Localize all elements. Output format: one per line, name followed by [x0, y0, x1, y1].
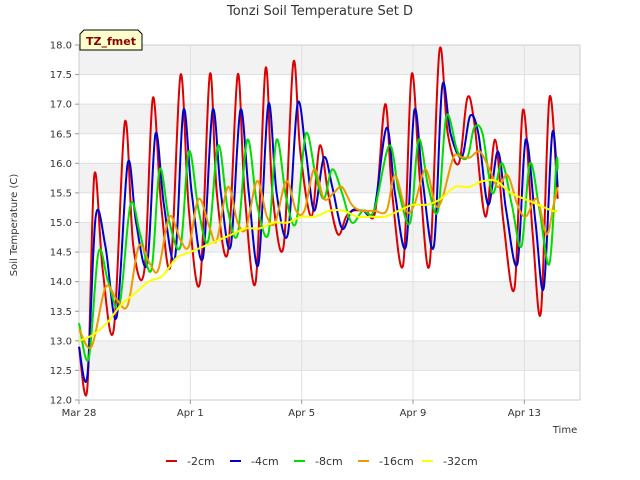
y-tick-label: 16.0: [50, 159, 72, 170]
legend-label: -2cm: [187, 455, 215, 468]
y-tick-label: 14.0: [50, 277, 72, 288]
legend-label: -16cm: [379, 455, 414, 468]
plot-band: [79, 340, 580, 371]
y-tick-label: 12.0: [50, 396, 72, 407]
site-label: TZ_fmet: [86, 35, 136, 48]
y-tick-label: 13.5: [50, 307, 72, 318]
plot-band: [79, 281, 580, 312]
plot-band: [79, 45, 580, 75]
x-axis-ticks: Mar 28 Apr 1 Apr 5 Apr 9 Apr 13: [62, 400, 541, 419]
site-label-background: [79, 29, 143, 51]
series-line-4cmcm: [78, 81, 559, 383]
site-label-box: TZ_fmet: [79, 29, 143, 51]
x-tick-label: Apr 13: [508, 408, 541, 419]
legend-label: -8cm: [315, 455, 343, 468]
x-tick-label: Mar 28: [62, 408, 97, 419]
y-tick-label: 17.5: [50, 70, 72, 81]
y-tick-label: 16.5: [50, 129, 72, 140]
y-tick-label: 18.0: [50, 41, 72, 52]
y-tick-label: 14.5: [50, 248, 72, 259]
series-line-16cmcm: [78, 150, 559, 350]
y-axis-label: Soil Temperature (C): [9, 174, 20, 277]
series-lines: [78, 46, 559, 397]
y-tick-label: 13.0: [50, 336, 72, 347]
series-line-2cmcm: [78, 46, 559, 397]
y-tick-label: 15.0: [50, 218, 72, 229]
x-axis-label: Time: [552, 425, 577, 436]
series-line-32cmcm: [78, 178, 558, 342]
y-tick-label: 12.5: [50, 366, 72, 377]
y-tick-label: 15.5: [50, 188, 72, 199]
x-tick-label: Apr 5: [288, 408, 315, 419]
plot-band: [79, 104, 580, 134]
y-axis-ticks: 12.0 12.5 13.0 13.5 14.0 14.5 15.0 15.5 16.0 16.5…: [50, 41, 79, 407]
y-tick-label: 17.0: [50, 100, 72, 111]
legend-label: -32cm: [443, 455, 478, 468]
legend: -2cm -4cm -8cm -16cm -32cm: [166, 455, 478, 468]
legend-label: -4cm: [251, 455, 279, 468]
series-line-8cmcm: [78, 113, 559, 362]
chart-title: Tonzi Soil Temperature Set D: [226, 4, 413, 19]
x-tick-label: Apr 1: [177, 408, 204, 419]
x-tick-label: Apr 9: [400, 408, 427, 419]
